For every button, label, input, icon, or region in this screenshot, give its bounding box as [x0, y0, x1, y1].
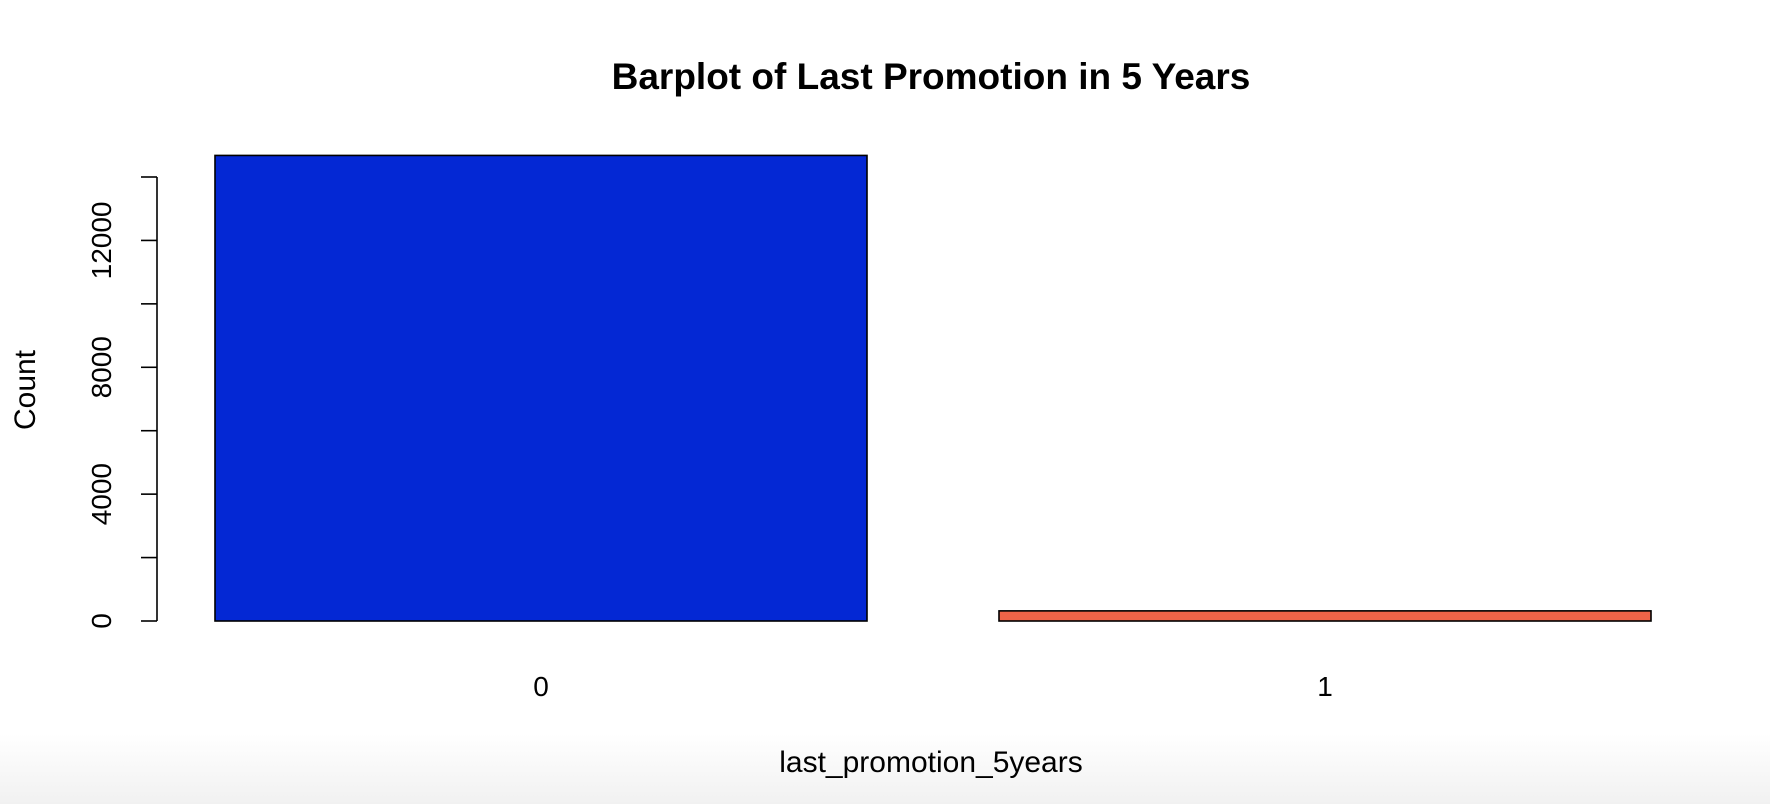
bar-0 [214, 154, 868, 622]
bar-1 [998, 610, 1652, 622]
x-axis-label: last_promotion_5years [779, 746, 1083, 779]
y-tick-label: 12000 [86, 201, 117, 279]
y-axis-label: Count [9, 349, 42, 430]
bars [214, 154, 1652, 622]
x-tick-label: 0 [533, 671, 549, 702]
y-axis: 0 4000 8000 12000 [86, 176, 158, 629]
y-tick-label: 8000 [86, 336, 117, 398]
y-tick-label: 0 [86, 613, 117, 629]
chart-title: Barplot of Last Promotion in 5 Years [612, 56, 1251, 97]
window-bottom-fade [0, 734, 1770, 804]
y-tick-label: 4000 [86, 463, 117, 525]
x-tick-label: 1 [1317, 671, 1333, 702]
